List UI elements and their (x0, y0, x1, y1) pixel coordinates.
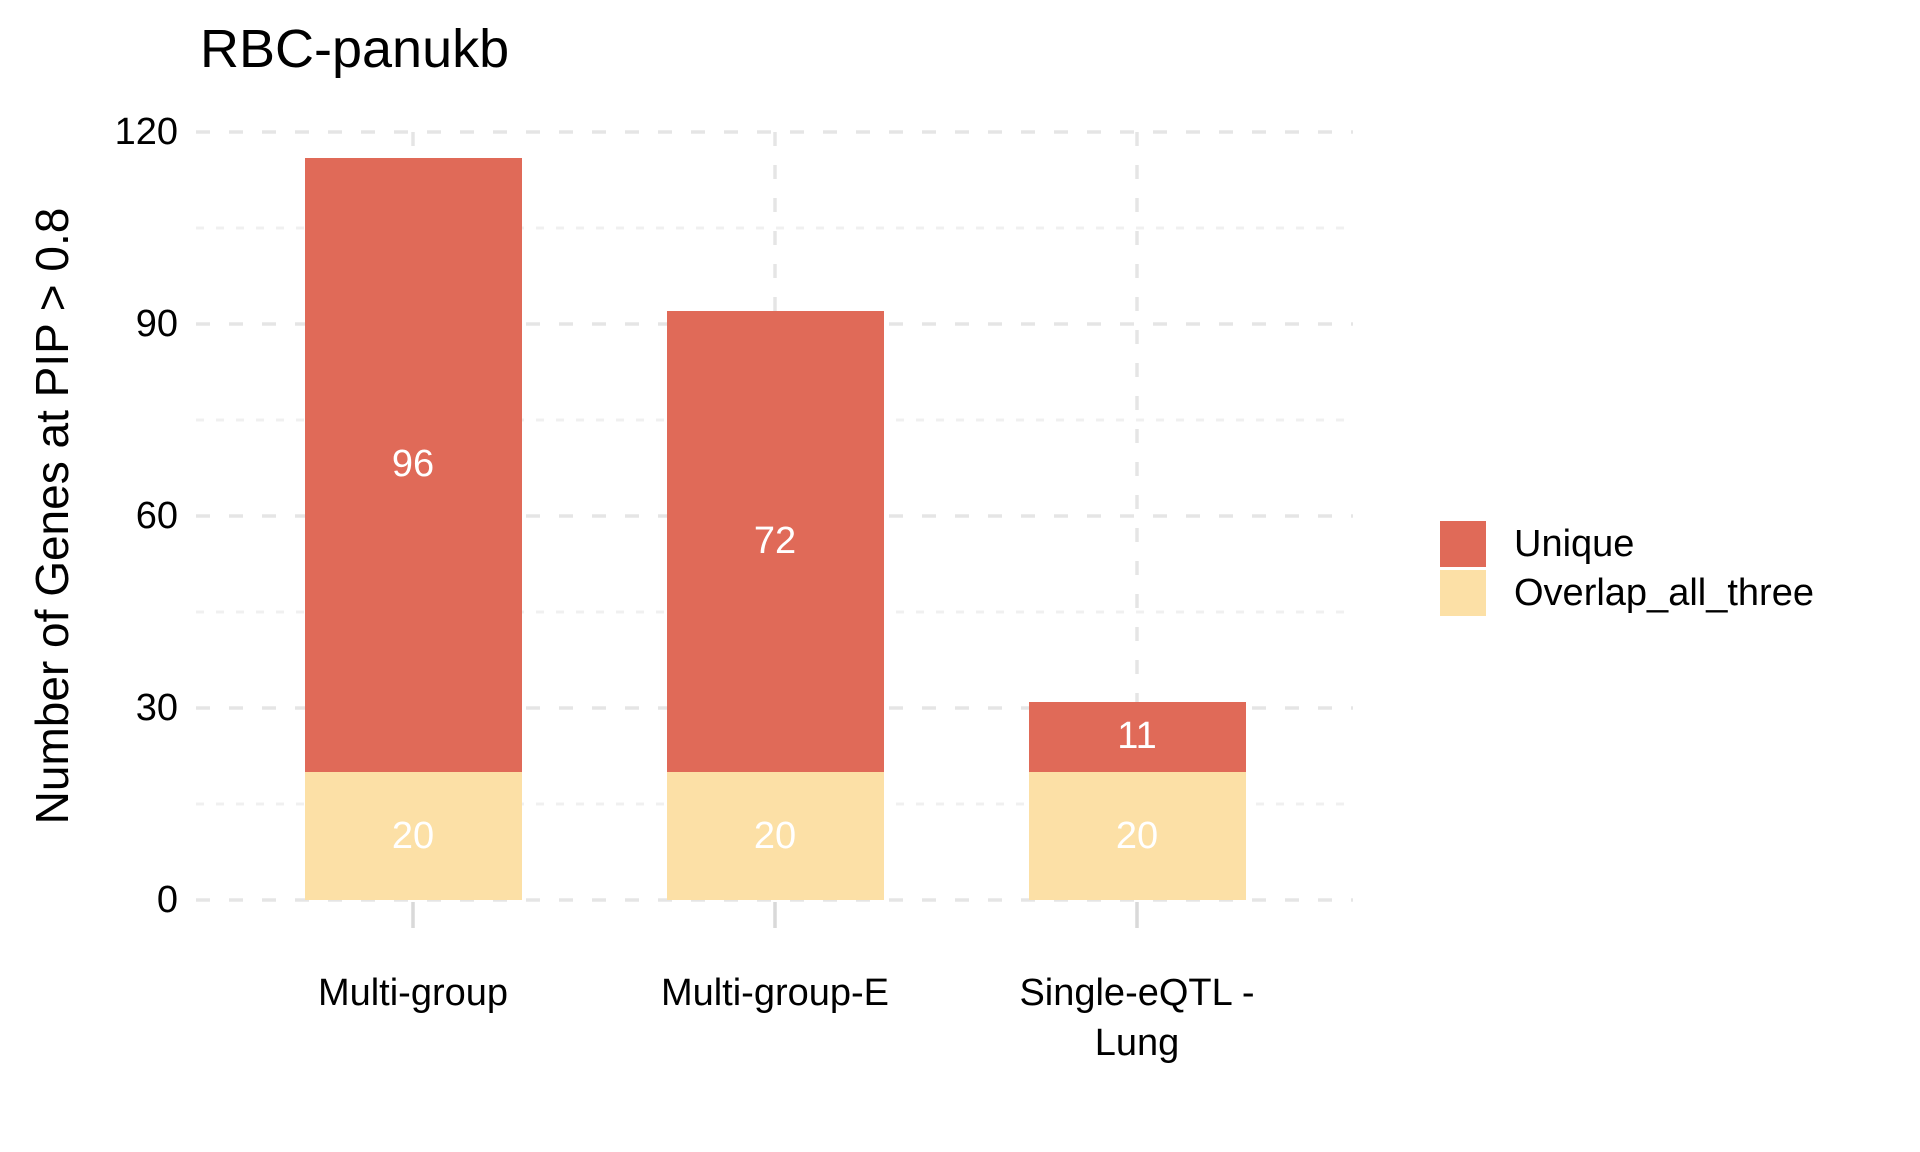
bar-value-label: 20 (1115, 814, 1159, 857)
y-tick-label: 120 (114, 111, 178, 153)
bar-value-label: 11 (1117, 715, 1157, 758)
bar-value-label: 20 (753, 814, 797, 857)
bar-segment-unique-multi-group-e: 72 (666, 311, 884, 772)
x-tick-label-line: Multi-group (317, 972, 509, 1014)
legend-swatch-overlap-all-three (1440, 570, 1486, 616)
x-tick-label: Multi-group (203, 968, 623, 1018)
y-tick-label: 30 (135, 687, 178, 729)
legend: Unique Overlap_all_three (1440, 521, 1814, 619)
y-tick-label: 90 (135, 303, 178, 345)
bar-segment-overlap_all_three-multi-group-e: 20 (666, 772, 884, 900)
bar-segment-overlap_all_three-multi-group: 20 (304, 772, 522, 900)
y-tick-label: 60 (135, 495, 178, 537)
bar-value-label: 20 (391, 814, 435, 857)
legend-label-overlap-all-three: Overlap_all_three (1514, 571, 1814, 614)
x-tick-label-line: Multi-group-E (660, 972, 890, 1014)
bar-segment-overlap_all_three-single-eqtl-lung: 20 (1028, 772, 1246, 900)
legend-item-unique: Unique (1440, 521, 1814, 567)
bar-segment-unique-single-eqtl-lung: 11 (1028, 701, 1246, 772)
x-tick-label: Multi-group-E (565, 968, 985, 1018)
x-tick-label-line: Single-eQTL - (1019, 972, 1255, 1014)
legend-swatch-unique (1440, 521, 1486, 567)
y-tick-label: 0 (156, 879, 178, 921)
chart-title: RBC-panukb (200, 19, 510, 79)
bar-segment-unique-multi-group: 96 (304, 157, 522, 772)
bar-value-label: 72 (753, 520, 797, 563)
x-tick-label: Single-eQTL - Lung (927, 968, 1347, 1068)
x-tick-label-line: Lung (1094, 1022, 1180, 1064)
bar-value-label: 96 (391, 443, 435, 486)
legend-label-unique: Unique (1514, 522, 1635, 565)
legend-item-overlap-all-three: Overlap_all_three (1440, 570, 1814, 616)
